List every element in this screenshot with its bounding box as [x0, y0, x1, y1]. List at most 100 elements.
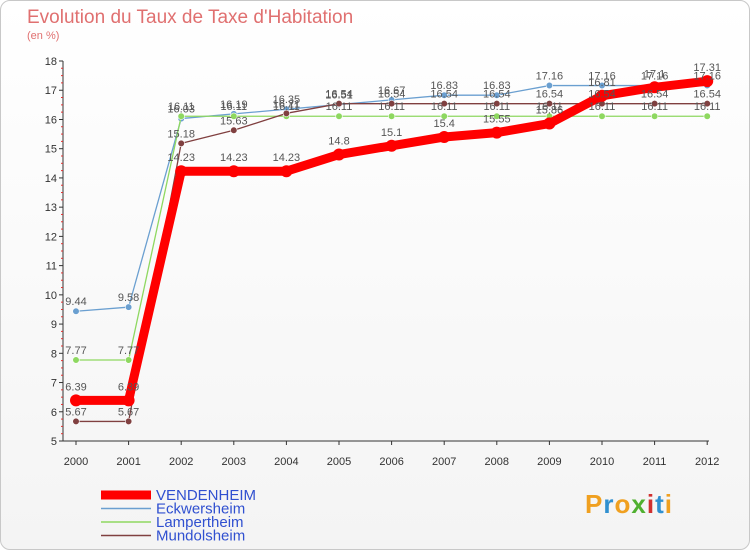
data-label: 16.11	[694, 101, 721, 113]
x-tick-label: 2002	[169, 456, 193, 468]
data-point	[440, 91, 448, 99]
x-tick-label: 2005	[327, 456, 351, 468]
logo-letter: P	[585, 489, 604, 519]
data-label: 16.83	[430, 80, 458, 92]
data-label: 16.54	[483, 89, 511, 101]
data-label: 16.11	[326, 101, 353, 113]
y-tick-label: 7	[51, 378, 57, 390]
series-layer	[70, 75, 714, 426]
data-point	[70, 394, 82, 407]
y-tick-label: 13	[45, 202, 57, 214]
y-tick-label: 18	[45, 56, 57, 68]
data-point	[703, 112, 711, 120]
data-point	[124, 417, 133, 426]
y-tick-label: 12	[45, 231, 57, 243]
data-label: 5.67	[118, 406, 139, 418]
legend-label: Lampertheim	[156, 514, 244, 531]
data-point	[124, 303, 133, 311]
data-label: 9.44	[65, 296, 86, 308]
data-label: 16.54	[325, 89, 353, 101]
data-label: 15.63	[220, 115, 248, 127]
data-point	[493, 91, 501, 99]
data-label: 16.11	[536, 101, 563, 113]
data-label: 17.16	[641, 71, 669, 83]
y-tick-label: 17	[45, 85, 57, 97]
data-label: 16.19	[220, 99, 248, 111]
data-label: 6.39	[65, 381, 86, 393]
data-point	[177, 139, 185, 148]
data-label: 17.16	[536, 71, 564, 83]
data-label: 16.67	[378, 85, 406, 97]
data-label: 16.51	[325, 90, 353, 102]
data-point	[701, 75, 714, 88]
y-tick-label: 16	[45, 114, 57, 126]
data-point	[72, 307, 80, 315]
data-label: 16.11	[641, 101, 668, 113]
legend-label: Eckwersheim	[156, 501, 245, 518]
data-label: 16.11	[273, 101, 300, 113]
data-point	[490, 126, 503, 139]
logo-letter: x	[631, 489, 647, 519]
data-point	[703, 100, 711, 108]
chart-subtitle: (en %)	[27, 30, 60, 42]
data-label: 16.81	[588, 77, 616, 89]
logo-letter: t	[655, 489, 665, 519]
data-point	[175, 165, 188, 178]
y-tick-label: 8	[51, 348, 57, 360]
data-point	[72, 417, 80, 426]
logo-letter: i	[664, 489, 673, 519]
x-tick-label: 2007	[432, 456, 456, 468]
data-point	[388, 112, 396, 120]
legend: VENDENHEIMEckwersheimLampertheimMundolsh…	[101, 487, 256, 545]
y-tick-label: 5	[51, 436, 57, 448]
data-label: 16.11	[168, 101, 195, 113]
data-label: 7.77	[65, 345, 86, 357]
data-point	[648, 81, 661, 94]
data-point	[335, 112, 343, 120]
y-tick-label: 14	[45, 173, 57, 185]
y-tick-label: 9	[51, 319, 57, 331]
logo-letter: r	[603, 489, 615, 519]
data-point	[122, 394, 135, 407]
data-point	[545, 81, 554, 90]
data-point	[335, 100, 343, 108]
data-label: 15.86	[536, 105, 564, 117]
data-label: 16.11	[483, 101, 510, 113]
data-label: 16.03	[167, 104, 195, 116]
data-point	[230, 112, 238, 120]
chart-title: Evolution du Taux de Taxe d'Habitation	[27, 7, 354, 28]
data-point	[596, 89, 608, 102]
data-point	[227, 165, 240, 178]
data-point	[493, 112, 501, 120]
x-tick-label: 2008	[485, 456, 509, 468]
x-tick-label: 2000	[64, 456, 88, 468]
legend-label: Mundolsheim	[156, 528, 245, 545]
data-point	[385, 139, 398, 152]
data-label: 16.54	[588, 89, 616, 101]
x-tick-label: 2009	[537, 456, 561, 468]
data-point	[388, 100, 396, 108]
data-point	[598, 112, 606, 120]
data-point	[493, 100, 501, 108]
chart-axes: 5 6 7 8 9 10 11 12 13 14 15 16 17 18 2000 2001 2002 2003 2…	[45, 56, 720, 468]
data-label: 15.55	[483, 114, 511, 126]
data-label: 16.54	[536, 89, 564, 101]
data-label: 16.35	[273, 94, 301, 106]
data-point	[650, 112, 659, 120]
data-label: 16.11	[589, 101, 616, 113]
logo-letter: o	[614, 489, 632, 519]
data-point	[280, 165, 293, 178]
data-label: 17.1	[644, 68, 665, 80]
data-point	[438, 131, 451, 143]
data-label: 7.77	[118, 345, 139, 357]
data-label: 16.11	[378, 101, 405, 113]
data-point	[177, 112, 185, 120]
data-label: 17.16	[588, 71, 616, 83]
x-tick-label: 2010	[590, 456, 614, 468]
data-label: 16.83	[483, 80, 511, 92]
data-label: 17.16	[693, 71, 721, 83]
data-label: 17.31	[693, 62, 721, 74]
